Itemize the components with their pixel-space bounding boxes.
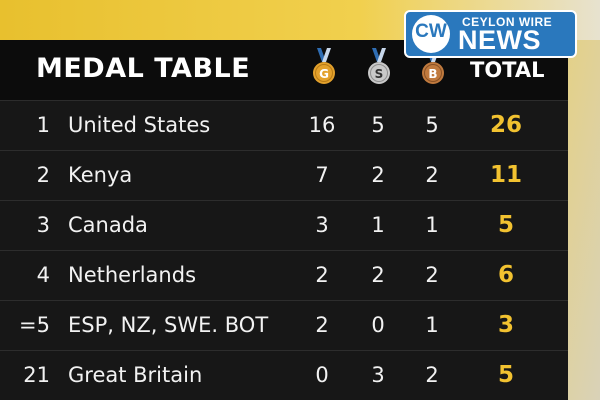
gold-count-cell: 2 bbox=[315, 263, 329, 287]
silver-count-cell: 1 bbox=[371, 213, 385, 237]
bronze-medal-letter: B bbox=[428, 67, 437, 81]
country-cell: Netherlands bbox=[68, 263, 197, 287]
medal-rows: 1 United States 16 5 5 26 2 Kenya 7 2 2 … bbox=[0, 101, 568, 400]
total-count-cell: 5 bbox=[497, 212, 514, 238]
ceylon-wire-news-logo: CW CEYLON WIRE NEWS bbox=[404, 10, 577, 58]
logo-mark-text: CW bbox=[415, 21, 447, 42]
silver-count-cell: 0 bbox=[371, 313, 385, 337]
table-row: 1 United States 16 5 5 26 bbox=[0, 101, 568, 151]
rank-cell: 3 bbox=[36, 213, 50, 237]
total-count-cell: 26 bbox=[489, 112, 522, 138]
silver-medal-letter: S bbox=[375, 67, 384, 81]
silver-count-cell: 5 bbox=[371, 113, 385, 137]
bronze-count-cell: 2 bbox=[425, 163, 439, 187]
total-count-cell: 6 bbox=[497, 262, 514, 288]
table-title: MEDAL TABLE bbox=[36, 53, 251, 84]
bronze-count-cell: 2 bbox=[425, 263, 439, 287]
gold-count-cell: 0 bbox=[315, 363, 329, 387]
bronze-count-cell: 1 bbox=[425, 313, 439, 337]
gold-count-cell: 3 bbox=[315, 213, 329, 237]
gold-medal-icon: G bbox=[310, 46, 338, 88]
rank-cell: 2 bbox=[36, 163, 50, 187]
cw-logo-mark-icon: CW bbox=[412, 15, 450, 53]
total-count-cell: 11 bbox=[489, 162, 522, 188]
country-cell: Canada bbox=[68, 213, 148, 237]
total-column-header: TOTAL bbox=[470, 58, 545, 82]
table-row: =5 ESP, NZ, SWE. BOT 2 0 1 3 bbox=[0, 301, 568, 351]
rank-cell: 1 bbox=[36, 113, 50, 137]
logo-bottom-text: NEWS bbox=[458, 25, 541, 55]
bronze-count-cell: 5 bbox=[425, 113, 439, 137]
bronze-count-cell: 1 bbox=[425, 213, 439, 237]
gold-count-cell: 7 bbox=[315, 163, 329, 187]
country-cell: United States bbox=[68, 113, 211, 137]
table-row: 21 Great Britain 0 3 2 5 bbox=[0, 351, 568, 400]
total-count-cell: 3 bbox=[497, 312, 514, 338]
rank-cell: 21 bbox=[23, 363, 50, 387]
gold-medal-letter: G bbox=[319, 67, 329, 81]
bronze-count-cell: 2 bbox=[425, 363, 439, 387]
rank-cell: 4 bbox=[36, 263, 50, 287]
medal-table-panel: MEDAL TABLE G S bbox=[0, 40, 568, 400]
silver-medal-icon: S bbox=[365, 46, 393, 88]
table-row: 4 Netherlands 2 2 2 6 bbox=[0, 251, 568, 301]
table-row: 2 Kenya 7 2 2 11 bbox=[0, 151, 568, 201]
silver-count-cell: 2 bbox=[371, 263, 385, 287]
rank-cell: =5 bbox=[19, 313, 50, 337]
table-row: 3 Canada 3 1 1 5 bbox=[0, 201, 568, 251]
total-count-cell: 5 bbox=[497, 362, 514, 388]
country-cell: ESP, NZ, SWE. BOT bbox=[68, 313, 269, 337]
silver-count-cell: 2 bbox=[371, 163, 385, 187]
logo-top-text: CEYLON WIRE bbox=[462, 15, 553, 29]
silver-count-cell: 3 bbox=[371, 363, 385, 387]
gold-count-cell: 16 bbox=[308, 113, 336, 137]
gold-count-cell: 2 bbox=[315, 313, 329, 337]
country-cell: Great Britain bbox=[68, 363, 203, 387]
country-cell: Kenya bbox=[68, 163, 133, 187]
